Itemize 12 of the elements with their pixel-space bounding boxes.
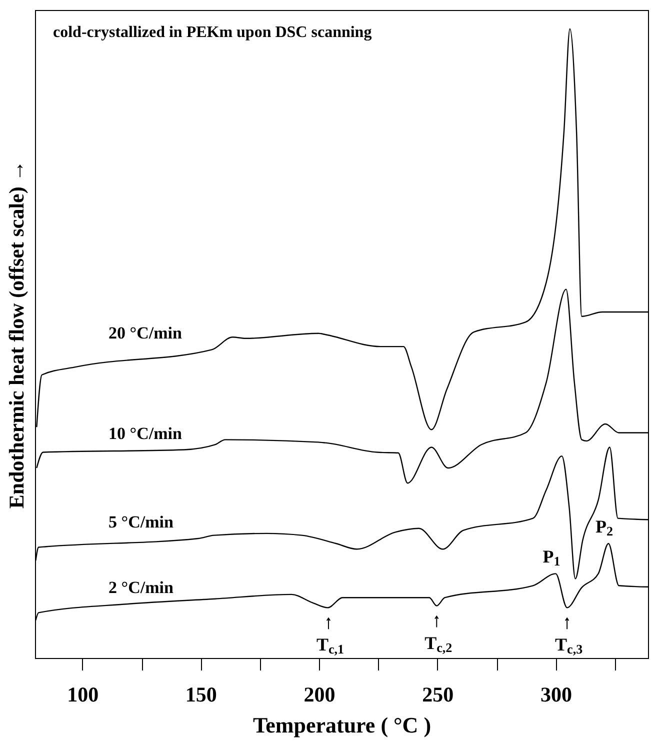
x-tick-label: 200 (304, 682, 336, 706)
chart-title: cold-crystallized in PEKm upon DSC scanning (53, 24, 372, 41)
x-tick-label: 150 (185, 682, 217, 706)
x-tick-label: 250 (422, 682, 454, 706)
series-label: 2 °C/min (108, 578, 174, 597)
series-label: 20 °C/min (108, 324, 182, 343)
series-label: 5 °C/min (108, 512, 174, 532)
y-axis-title: Endothermic heat flow (offset scale) → (4, 160, 28, 509)
x-tick-label: 100 (67, 682, 99, 706)
x-axis-title: Temperature ( °C ) (252, 712, 432, 738)
x-tick-label: 300 (540, 682, 572, 706)
series-label: 10 °C/min (108, 424, 182, 443)
